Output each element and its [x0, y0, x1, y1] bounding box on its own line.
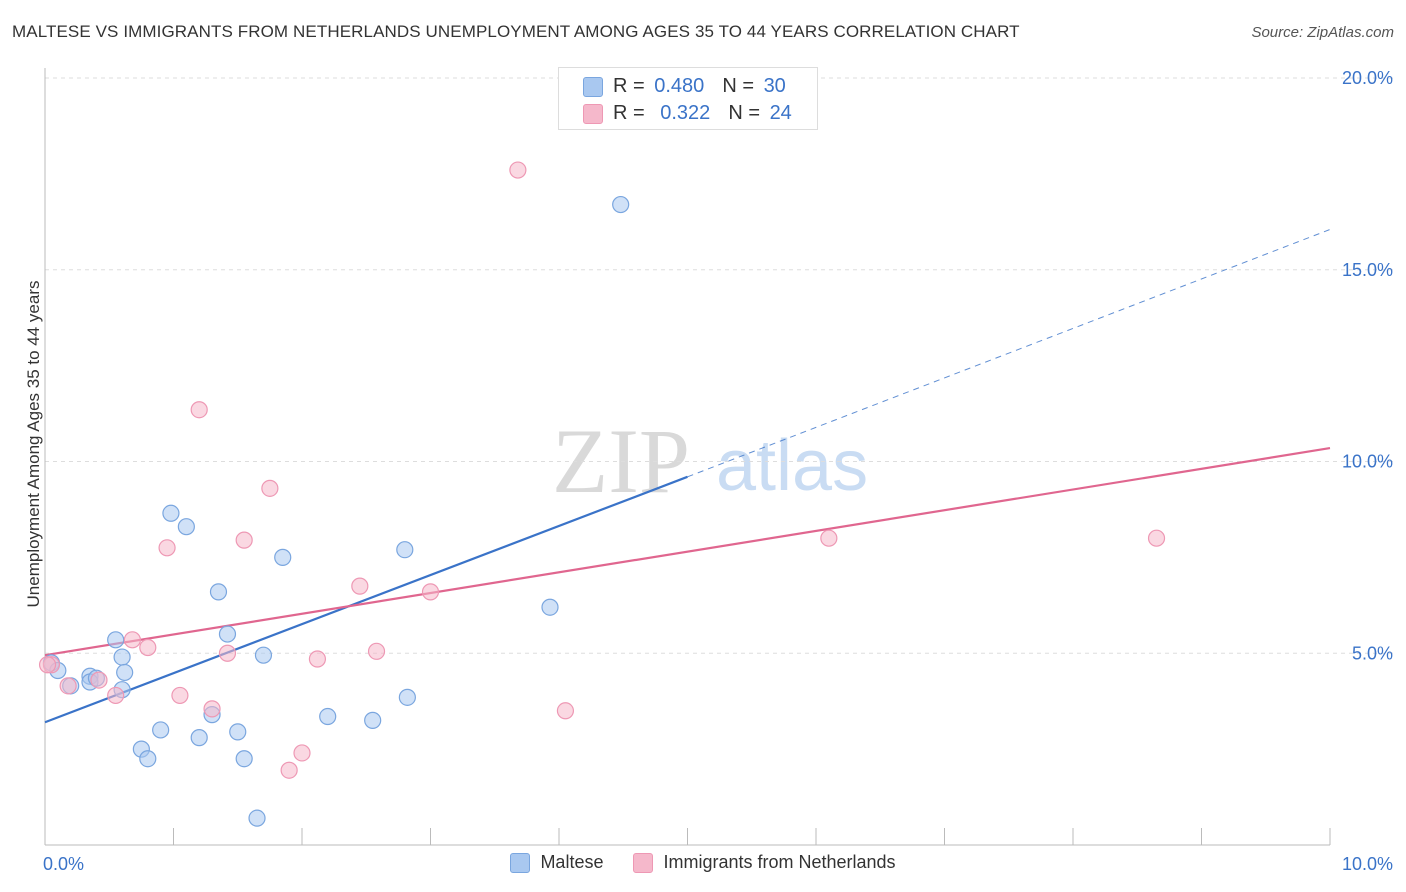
maltese-point — [319, 707, 337, 726]
maltese-legend-swatch — [510, 852, 531, 873]
maltese-point — [190, 729, 208, 747]
netherlands-legend-swatch — [633, 852, 654, 873]
stat-row-maltese: R = 0.480 N = 30 — [583, 75, 786, 98]
trend-lines — [44, 229, 1331, 724]
axes — [44, 68, 1331, 846]
maltese-point — [209, 583, 228, 601]
y-tick-label: 15.0% — [1342, 260, 1393, 280]
maltese-point — [139, 750, 157, 768]
tick-labels: 5.0% 10.0% 15.0% 20.0% 0.0% 10.0% — [43, 68, 1393, 874]
stat-row-netherlands: R = 0.322 N = 24 — [583, 102, 792, 125]
netherlands-point — [90, 671, 108, 689]
legend-item-netherlands[interactable]: Immigrants from Netherlands — [633, 852, 896, 873]
netherlands-point — [190, 401, 208, 419]
netherlands-point — [158, 539, 176, 557]
netherlands-point — [38, 656, 57, 674]
data-points — [38, 161, 1166, 827]
maltese-point — [107, 631, 125, 649]
netherlands-point — [1147, 529, 1166, 547]
maltese-point — [152, 721, 170, 739]
maltese-point — [612, 195, 630, 214]
maltese-point — [248, 809, 266, 827]
maltese-point — [177, 518, 195, 536]
netherlands-point — [820, 529, 838, 547]
netherlands-point — [235, 531, 253, 549]
x-tick-label: 10.0% — [1342, 854, 1393, 874]
netherlands-point — [261, 479, 279, 497]
maltese-point — [218, 625, 237, 643]
legend-label-maltese: Maltese — [540, 852, 604, 872]
netherlands-point — [293, 744, 311, 762]
netherlands-point — [556, 702, 575, 720]
chart-title: MALTESE VS IMMIGRANTS FROM NETHERLANDS U… — [12, 22, 1020, 41]
maltese-point — [235, 750, 253, 768]
r-value: 0.480 — [654, 75, 705, 97]
maltese-trend-line — [44, 475, 688, 724]
netherlands-point — [509, 161, 527, 179]
r-label: R = — [613, 75, 651, 97]
maltese-point — [254, 646, 273, 664]
r-value: 0.322 — [660, 102, 711, 124]
x-tick-label: 0.0% — [43, 854, 84, 874]
netherlands-point — [203, 700, 221, 718]
netherlands-point — [59, 677, 77, 695]
n-value: 24 — [769, 102, 792, 124]
netherlands-swatch — [583, 103, 603, 124]
netherlands-point — [280, 761, 298, 779]
maltese-trend-extension — [687, 229, 1331, 478]
n-label: N = — [728, 102, 766, 124]
maltese-point — [113, 648, 131, 666]
netherlands-point — [171, 686, 189, 705]
maltese-point — [541, 598, 559, 616]
watermark-atlas: atlas — [716, 426, 868, 506]
maltese-point — [162, 504, 180, 522]
series-legend: Maltese Immigrants from Netherlands — [0, 852, 1406, 873]
netherlands-trend-line — [44, 446, 1331, 657]
n-label: N = — [722, 75, 760, 97]
maltese-point — [364, 711, 382, 729]
netherlands-point — [139, 638, 157, 657]
netherlands-point — [123, 631, 141, 649]
netherlands-point — [421, 583, 440, 601]
legend-label-netherlands: Immigrants from Netherlands — [663, 852, 896, 872]
netherlands-point — [351, 577, 369, 595]
correlation-legend: R = 0.480 N = 30 R = 0.322 N = 24 — [558, 67, 818, 130]
maltese-point — [274, 548, 292, 566]
y-tick-label: 10.0% — [1342, 452, 1393, 472]
n-value: 30 — [763, 75, 786, 97]
legend-item-maltese[interactable]: Maltese — [510, 852, 603, 873]
grid-lines — [45, 77, 1395, 654]
maltese-swatch — [583, 76, 603, 97]
source-label[interactable]: Source: ZipAtlas.com — [1251, 24, 1394, 41]
maltese-point — [229, 723, 247, 741]
maltese-point — [398, 688, 416, 706]
maltese-point — [396, 541, 414, 559]
maltese-point — [116, 663, 134, 682]
netherlands-point — [218, 644, 237, 662]
y-tick-label: 20.0% — [1342, 68, 1393, 88]
netherlands-point — [308, 650, 327, 668]
netherlands-point — [367, 642, 386, 660]
netherlands-point — [107, 686, 125, 705]
y-tick-label: 5.0% — [1352, 643, 1393, 663]
r-label: R = — [613, 102, 651, 124]
